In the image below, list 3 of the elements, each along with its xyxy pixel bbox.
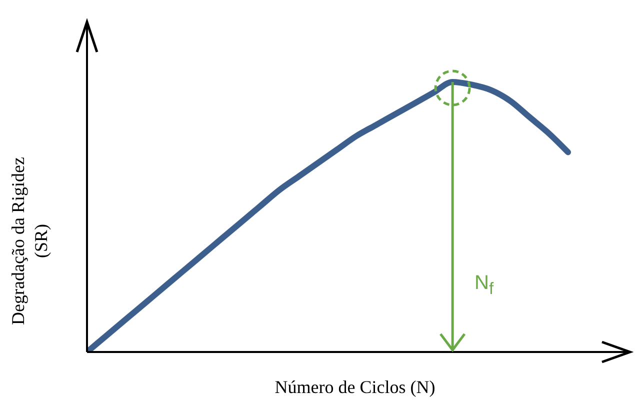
x-axis-title: Número de Ciclos (N) bbox=[274, 377, 436, 397]
annotation: N$_{f}$ bbox=[474, 272, 494, 299]
y-axis-title: Degradação da Rigidez (SR) bbox=[7, 156, 52, 327]
